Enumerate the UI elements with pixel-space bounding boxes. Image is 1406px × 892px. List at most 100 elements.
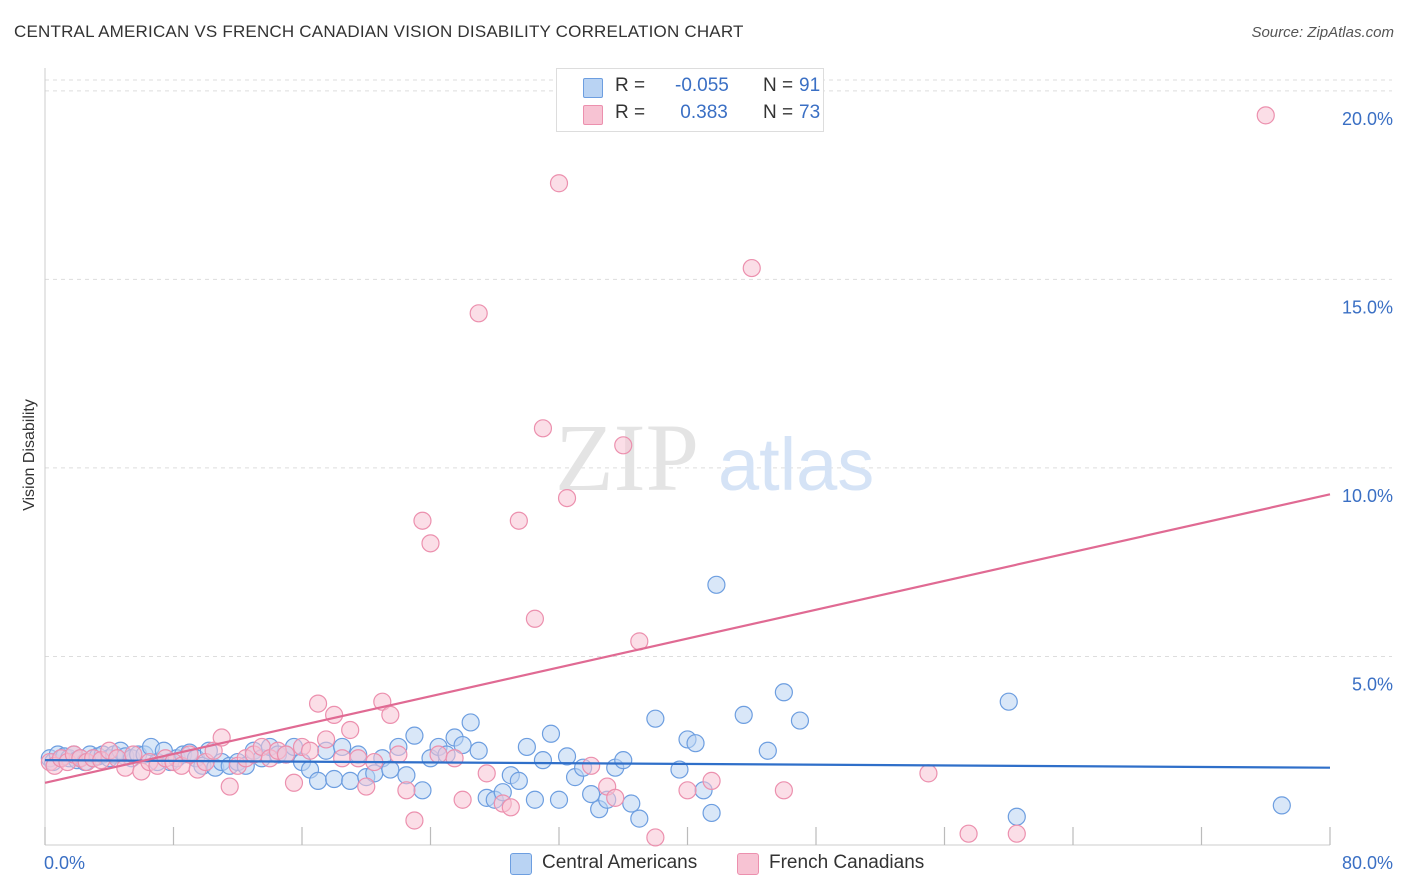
central-american-point — [630, 809, 649, 828]
french-canadian-point — [606, 788, 625, 807]
central-american-point — [622, 794, 641, 813]
legend-n-label: N = — [763, 102, 794, 123]
french-canadian-point — [381, 705, 400, 725]
french-canadian-point — [421, 534, 440, 553]
stats-legend: R = -0.055 N = 91 R = 0.383 N = 73 — [556, 68, 824, 132]
grid-layer — [45, 79, 1392, 657]
legend-n-value: 91 — [799, 75, 821, 96]
french-canadian-point — [1007, 824, 1026, 843]
central-american-point — [461, 713, 480, 732]
y-tick-label: 15.0% — [1342, 297, 1393, 317]
french-canadian-point — [501, 798, 520, 817]
axis-layer — [44, 68, 1331, 846]
central-american-point — [549, 790, 569, 809]
y-tick-label: 5.0% — [1352, 674, 1393, 694]
french-canadian-point — [549, 174, 569, 193]
watermark: ZIP atlas — [555, 404, 874, 511]
french-canadian-point — [325, 705, 344, 725]
x-tick-label-max: 80.0% — [1342, 853, 1393, 873]
french-canadian-point — [429, 745, 448, 764]
watermark-atlas: atlas — [718, 423, 874, 506]
central-american-point — [790, 711, 810, 730]
central-american-point — [686, 734, 705, 753]
french-canadian-point — [646, 828, 665, 847]
french-canadian-point — [477, 764, 496, 783]
legend-r-label: R = — [615, 75, 646, 96]
legend-r-value: -0.055 — [675, 75, 729, 96]
legend-n-value: 73 — [799, 102, 821, 123]
central-american-point — [469, 741, 488, 760]
legend-n-label: N = — [763, 75, 794, 96]
y-tick-label: 10.0% — [1342, 486, 1393, 506]
trend-layer — [44, 493, 1331, 784]
central-american-point — [405, 726, 424, 745]
french-canadian-point — [742, 258, 761, 278]
central-american-point — [1272, 796, 1291, 815]
french-canadian-point — [959, 824, 978, 843]
label-layer: Vision Disability 5.0% 10.0% 15.0% 20.0% 0.0… — [21, 109, 1393, 873]
french-canadian-point — [357, 777, 376, 796]
central-american-point — [758, 741, 777, 760]
french-canadian-point — [300, 741, 320, 760]
central-american-point — [774, 683, 793, 702]
source-credit: Source: ZipAtlas.com — [1251, 24, 1394, 41]
central-american-point — [646, 709, 665, 728]
central-american-point — [397, 766, 416, 785]
central-american-point — [381, 760, 400, 779]
central-american-point — [413, 781, 432, 800]
french-canadian-point — [397, 781, 416, 800]
french-canadian-point — [349, 749, 368, 768]
french-canadian-point — [533, 419, 553, 438]
french-canadian-point — [413, 511, 432, 530]
central-american-point — [308, 771, 328, 790]
french-canadian-point — [774, 781, 793, 800]
central-american-point — [509, 771, 528, 790]
central-american-point — [582, 784, 601, 804]
french-canadian-point — [469, 304, 488, 323]
french-canadian-point — [557, 488, 577, 508]
central-american-point — [341, 771, 360, 790]
central-american-point — [707, 575, 726, 594]
central-american-point — [541, 724, 561, 743]
y-tick-label: 20.0% — [1342, 109, 1393, 129]
legend-swatch-pink — [583, 105, 603, 125]
central-american-point — [614, 751, 633, 770]
watermark-zip: ZIP — [555, 404, 699, 511]
bottom-legend-swatch-pink — [737, 853, 759, 875]
french-canadian-point — [308, 694, 328, 713]
legend-r-value: 0.383 — [675, 102, 728, 123]
french-canadian-point — [509, 511, 528, 530]
central-american-point — [517, 737, 536, 757]
central-american-point — [734, 705, 753, 725]
central-american-point — [533, 751, 553, 770]
french-canadian-point — [702, 771, 721, 790]
legend-r-label: R = — [615, 102, 646, 123]
french-canadian-point — [445, 749, 464, 768]
french-canadian-point — [341, 720, 360, 740]
french-canadian-point — [582, 756, 601, 775]
central-american-point — [325, 769, 344, 789]
french-canadian-point — [284, 773, 304, 792]
french-canadian-point — [220, 777, 239, 796]
french-canadian-point — [1256, 106, 1275, 125]
french-canadian-point — [276, 745, 296, 764]
french-canadian-point — [333, 749, 352, 768]
bottom-legend-label: Central Americans — [542, 852, 698, 873]
central-american-point — [453, 735, 472, 755]
central-american-point — [525, 790, 545, 809]
french-canadian-trend-line — [44, 493, 1331, 784]
french-canadian-point — [453, 790, 472, 809]
central-american-point — [702, 803, 721, 823]
x-tick-label-min: 0.0% — [44, 853, 85, 873]
french-canadian-point — [316, 730, 336, 749]
central-american-point — [999, 692, 1018, 711]
french-canadian-point — [678, 781, 697, 800]
legend-swatch-blue — [583, 78, 603, 98]
french-canadian-point — [405, 811, 424, 830]
central-american-point — [557, 747, 577, 766]
y-axis-title: Vision Disability — [21, 399, 38, 511]
french-canadian-point — [919, 764, 938, 783]
french-canadian-point — [389, 745, 408, 764]
central-american-point — [1007, 807, 1026, 826]
